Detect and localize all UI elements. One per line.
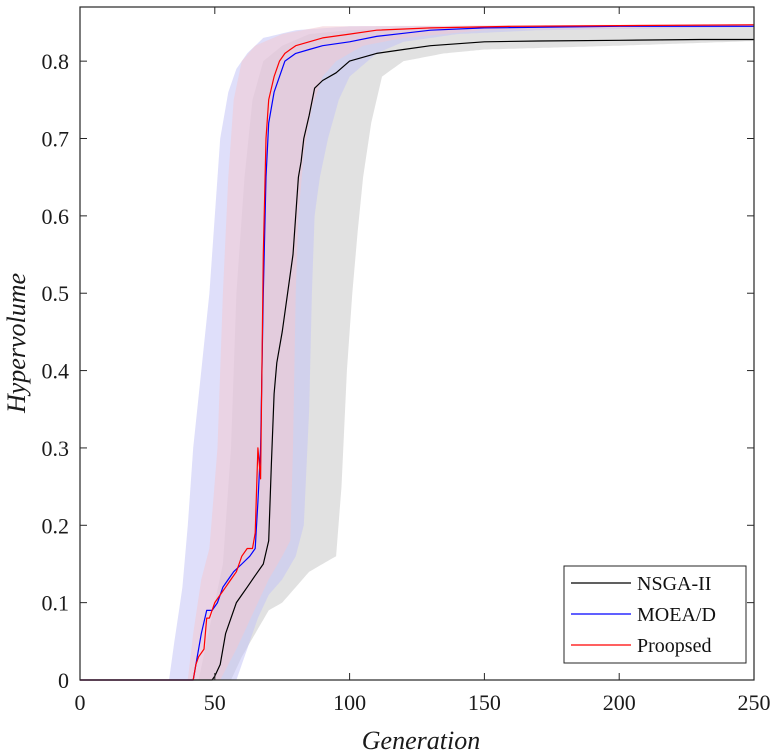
y-tick-label: 0.2 (42, 513, 70, 538)
y-tick-label: 0 (58, 668, 69, 693)
x-tick-label: 200 (603, 690, 636, 715)
confidence-bands (80, 24, 754, 681)
x-tick-label: 50 (204, 690, 226, 715)
line-nsga-ii (80, 38, 754, 681)
x-tick-label: 150 (468, 690, 501, 715)
line-proopsed (80, 24, 755, 681)
x-tick-label: 0 (75, 690, 86, 715)
y-axis-title: Hypervolume (2, 273, 31, 414)
y-tick-label: 0.7 (42, 127, 70, 152)
series-lines (80, 24, 755, 681)
band-proopsed (80, 24, 754, 680)
legend-label-nsga-ii: NSGA-II (637, 573, 711, 595)
legend: NSGA-II MOEA/D Proopsed (563, 565, 747, 664)
y-tick-label: 0.5 (42, 281, 70, 306)
x-tick-label: 250 (738, 690, 771, 715)
axis-ticks: 0 50 100 150 200 250 0 0.1 0.2 0.3 0.4 0.5 0.6 0.7 0.8 (42, 7, 771, 715)
legend-label-moea-d: MOEA/D (637, 604, 716, 626)
y-tick-label: 0.3 (42, 436, 70, 461)
y-tick-label: 0.4 (42, 359, 70, 384)
plot-area-frame (79, 6, 755, 681)
y-tick-label: 0.1 (42, 591, 70, 616)
x-axis-title: Generation (362, 726, 480, 753)
y-tick-label: 0.8 (42, 49, 70, 74)
legend-label-proposed: Proopsed (637, 635, 711, 657)
y-tick-label: 0.6 (42, 204, 70, 229)
x-tick-label: 100 (333, 690, 366, 715)
